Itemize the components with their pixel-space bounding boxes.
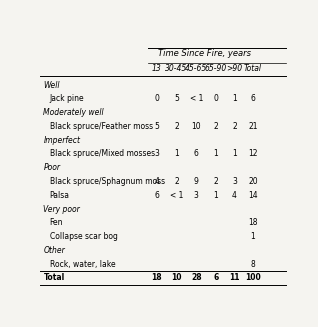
Text: < 1: < 1 [170,191,183,200]
Text: 8: 8 [251,260,255,268]
Text: 14: 14 [248,191,258,200]
Text: Total: Total [44,273,65,282]
Text: 45-65: 45-65 [185,64,207,73]
Text: 6: 6 [251,95,255,103]
Text: Other: Other [44,246,65,255]
Text: 18: 18 [248,218,258,227]
Text: Jack pine: Jack pine [50,95,84,103]
Text: 2: 2 [214,177,218,186]
Text: 12: 12 [248,149,258,159]
Text: Time Since Fire, years: Time Since Fire, years [158,49,251,58]
Text: 1: 1 [251,232,255,241]
Text: Total: Total [244,64,262,73]
Text: 5: 5 [154,122,159,131]
Text: 13: 13 [152,64,162,73]
Text: Black spruce/Sphagnum moss: Black spruce/Sphagnum moss [50,177,165,186]
Text: 2: 2 [174,177,179,186]
Text: 1: 1 [174,149,179,159]
Text: 6: 6 [213,273,218,282]
Text: 1: 1 [214,149,218,159]
Text: 0: 0 [213,95,218,103]
Text: 10: 10 [191,122,201,131]
Text: 3: 3 [154,149,159,159]
Text: 3: 3 [232,177,237,186]
Text: 4: 4 [154,177,159,186]
Text: 0: 0 [154,95,159,103]
Text: Rock, water, lake: Rock, water, lake [50,260,115,268]
Text: 21: 21 [248,122,258,131]
Text: 4: 4 [232,191,237,200]
Text: 65-90: 65-90 [205,64,227,73]
Text: 30-45: 30-45 [165,64,188,73]
Text: 2: 2 [174,122,179,131]
Text: 28: 28 [191,273,202,282]
Text: Well: Well [44,81,60,90]
Text: 5: 5 [174,95,179,103]
Text: 1: 1 [232,95,237,103]
Text: Palsa: Palsa [50,191,70,200]
Text: 18: 18 [151,273,162,282]
Text: 2: 2 [232,122,237,131]
Text: < 1: < 1 [190,95,203,103]
Text: 6: 6 [194,149,199,159]
Text: Moderately well: Moderately well [44,108,104,117]
Text: 2: 2 [214,122,218,131]
Text: 1: 1 [214,191,218,200]
Text: Imperfect: Imperfect [44,136,80,145]
Text: Collapse scar bog: Collapse scar bog [50,232,117,241]
Text: Very poor: Very poor [44,204,80,214]
Text: 1: 1 [232,149,237,159]
Text: Poor: Poor [44,163,60,172]
Text: Black spruce/Feather moss: Black spruce/Feather moss [50,122,153,131]
Text: 100: 100 [245,273,261,282]
Text: Black spruce/Mixed mosses: Black spruce/Mixed mosses [50,149,155,159]
Text: Fen: Fen [50,218,63,227]
Text: 6: 6 [154,191,159,200]
Text: 3: 3 [194,191,199,200]
Text: 11: 11 [229,273,240,282]
Text: >90: >90 [226,64,243,73]
Text: 9: 9 [194,177,199,186]
Text: 10: 10 [171,273,182,282]
Text: 20: 20 [248,177,258,186]
